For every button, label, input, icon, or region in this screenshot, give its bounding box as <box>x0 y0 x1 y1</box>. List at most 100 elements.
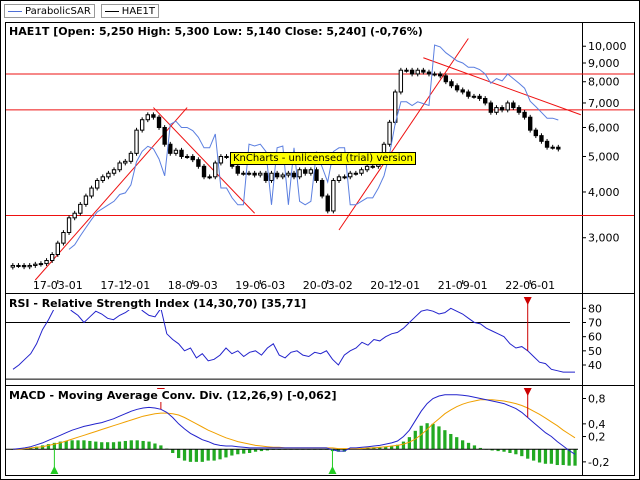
rsi-y-tick-label: 80 <box>588 302 602 315</box>
trend-line <box>34 107 188 281</box>
macd-histogram-bar <box>395 444 400 450</box>
candle-body <box>494 107 499 113</box>
macd-histogram-bar <box>111 442 116 450</box>
candle-body <box>10 264 15 268</box>
candle-body <box>201 165 207 178</box>
macd-histogram-bar <box>449 433 453 450</box>
candle-body <box>196 159 201 167</box>
macd-histogram-bar <box>52 442 57 450</box>
macd-histogram-bar <box>105 442 110 450</box>
trend-line <box>423 57 581 116</box>
price-x-tick-label: 21-09-01 <box>438 279 488 292</box>
candle-body <box>449 81 454 87</box>
macd-histogram-bar <box>496 449 500 452</box>
candle-body <box>426 71 432 75</box>
macd-histogram-bar <box>153 443 157 450</box>
candle-body <box>156 116 162 128</box>
macd-title: MACD - Moving Average Conv. Div. (12,26,… <box>8 389 338 402</box>
macd-panel: -0,2 0,20,4 0,8 <box>6 388 609 474</box>
macd-histogram-bar <box>419 425 423 450</box>
candle-body <box>477 95 482 99</box>
candle-body <box>78 203 83 214</box>
macd-histogram-bar <box>247 449 252 453</box>
candle-body <box>415 69 420 75</box>
price-x-tick-label: 17-12-01 <box>100 279 150 292</box>
candle-body <box>21 264 27 268</box>
candle-body <box>33 263 38 266</box>
macd-histogram-bar <box>537 449 542 463</box>
candle-body <box>364 165 370 171</box>
legend-item-price[interactable]: HAE1T <box>100 4 159 18</box>
macd-histogram-bar <box>224 449 228 458</box>
candle-body <box>44 259 49 265</box>
candle-body <box>173 149 179 154</box>
macd-histogram-bar <box>88 440 92 450</box>
macd-histogram-bar <box>218 449 222 460</box>
macd-histogram-bar <box>389 446 394 450</box>
trend-line <box>338 38 469 231</box>
candle-body <box>66 217 72 234</box>
macd-histogram-bar <box>265 449 270 451</box>
candle-body <box>184 155 190 158</box>
candle-body <box>38 263 44 266</box>
price-x-tick-label: 19-06-03 <box>235 279 285 292</box>
macd-histogram-bar <box>514 449 518 455</box>
macd-histogram-bar <box>478 447 483 450</box>
candle-body <box>488 102 494 113</box>
candle-body <box>89 187 94 197</box>
candle-body <box>466 91 471 97</box>
macd-histogram-bar <box>543 449 548 464</box>
legend-price-label: HAE1T <box>121 5 155 17</box>
candle-body <box>556 146 561 150</box>
macd-buy-arrow <box>328 466 337 474</box>
macd-histogram-bar <box>176 449 181 459</box>
candle-body <box>49 253 55 261</box>
macd-histogram-bar <box>573 449 577 466</box>
candle-body <box>128 152 134 162</box>
legend-item-sar[interactable]: ParabolicSAR <box>4 4 95 18</box>
macd-histogram-bar <box>236 449 240 455</box>
macd-line <box>12 394 576 455</box>
macd-histogram-bar <box>135 440 139 450</box>
macd-y-tick-label: 0,2 <box>588 431 606 444</box>
macd-histogram-bar <box>366 447 370 450</box>
macd-histogram-bar <box>425 423 429 450</box>
price-y-tick-label: 5,000 <box>588 150 620 163</box>
candle-body <box>539 135 544 142</box>
candle-body <box>516 107 522 113</box>
candle-body <box>550 146 555 149</box>
macd-histogram-bar <box>182 449 187 461</box>
candle-body <box>145 114 150 121</box>
rsi-line <box>12 300 575 373</box>
rsi-y-tick-label: 70 <box>588 317 602 330</box>
price-title: HAE1T [Open: 5,250 High: 5,300 Low: 5,14… <box>8 25 424 38</box>
macd-histogram-bar <box>242 449 246 454</box>
macd-histogram-bar <box>443 430 447 450</box>
macd-histogram-bar <box>100 442 104 450</box>
candle-body <box>286 172 291 176</box>
macd-histogram-bar <box>520 449 524 457</box>
macd-histogram-bar <box>378 447 382 450</box>
legend-sar-label: ParabolicSAR <box>25 5 91 17</box>
candle-body <box>241 172 246 175</box>
macd-histogram-bar <box>194 449 199 462</box>
price-y-tick-label: 6,000 <box>588 121 620 134</box>
candle-body <box>123 160 128 164</box>
candle-body <box>258 172 263 176</box>
candle-body <box>348 172 353 178</box>
candle-body <box>297 169 302 178</box>
price-y-tick-label: 8,000 <box>588 76 620 89</box>
macd-histogram-bar <box>117 441 122 450</box>
price-y-tick-label: 7,000 <box>588 97 620 110</box>
price-x-tick-label: 20-12-01 <box>370 279 420 292</box>
rsi-title: RSI - Relative Strength Index (14,30,70)… <box>8 297 308 310</box>
candle-body <box>342 176 347 179</box>
candle-body <box>438 73 443 77</box>
candle-body <box>139 119 145 131</box>
candle-body <box>432 73 437 76</box>
rsi-y-tick-label: 60 <box>588 331 602 344</box>
macd-histogram-bar <box>230 449 234 456</box>
macd-histogram-bar <box>460 440 465 450</box>
macd-histogram-bar <box>407 437 412 450</box>
